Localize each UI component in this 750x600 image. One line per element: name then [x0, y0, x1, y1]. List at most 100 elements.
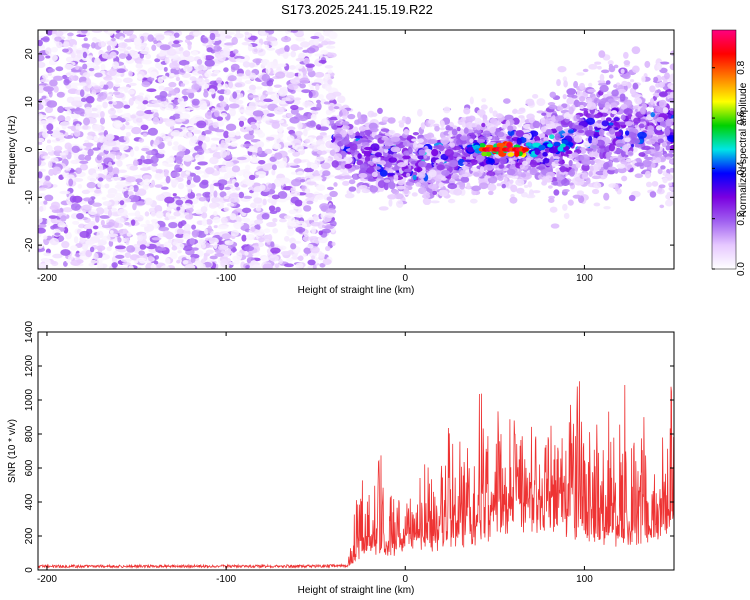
spectrogram-cell [68, 75, 75, 82]
spectrogram-cell [155, 194, 165, 202]
spectrogram-cell [440, 176, 447, 181]
spectrogram-cell [327, 69, 333, 74]
spectrogram-cell [331, 241, 336, 247]
spectrogram-cell [411, 192, 418, 197]
spectrogram-cell [183, 223, 192, 232]
spectrogram-cell [213, 110, 220, 118]
spectrogram-cell [57, 222, 66, 228]
spectrogram-cell [412, 131, 420, 136]
spectrogram-cell [165, 97, 175, 101]
spectrogram-cell [135, 63, 143, 69]
spectrogram-cell [634, 173, 643, 179]
spectrogram-cell [319, 263, 326, 268]
spectrogram-cell [38, 39, 43, 47]
spectrogram-cell [79, 230, 90, 239]
spectrogram-cell [229, 261, 236, 266]
spectrogram-cell [290, 171, 297, 175]
spectrogram-cell [574, 125, 585, 130]
spectrogram-cell [209, 187, 214, 195]
spectrogram-cell [38, 114, 49, 119]
spectrogram-cell [373, 166, 381, 170]
spectrogram-cell [269, 39, 278, 47]
spectrogram-cell [269, 210, 278, 214]
spectrogram-cell [631, 46, 641, 55]
spectrogram-cell [608, 127, 616, 135]
spectrogram-cell [170, 251, 178, 260]
spectrogram-cell [344, 193, 355, 199]
spectrogram-cell [41, 95, 47, 99]
spectrogram-cell [324, 225, 335, 230]
spectrogram-cell [516, 187, 525, 194]
spectrogram-cell [277, 191, 288, 199]
spectrogram-cell [55, 30, 64, 37]
spectrogram-cell [226, 161, 234, 167]
spectrogram-cell [288, 162, 299, 166]
spectrogram-cell [438, 145, 445, 151]
spectrogram-cell [38, 120, 49, 126]
spectrogram-cell [108, 91, 115, 96]
spectrogram-cell [579, 104, 585, 110]
spectrogram-cell [96, 230, 104, 239]
spectrogram-cell [158, 226, 170, 232]
spectrogram-cell [443, 106, 451, 114]
spectrogram-cell [208, 202, 218, 209]
spectrogram-cell [314, 71, 325, 78]
spectrogram-cell [665, 156, 672, 160]
spectrogram-cell [236, 156, 247, 161]
spectrogram-cell [144, 197, 153, 206]
spectrogram-cell [670, 50, 674, 57]
spectrogram-cell [142, 100, 149, 105]
spectrogram-cell [302, 253, 307, 257]
spectrogram-cell [614, 168, 619, 174]
spectrogram-cell [519, 164, 526, 169]
spectrogram-cell [544, 118, 551, 125]
spectrogram-cell [488, 190, 494, 196]
spectrogram-cell [69, 82, 81, 86]
spectrogram-cell [123, 30, 134, 35]
spectrogram-cell [97, 239, 107, 246]
spectrogram-cell [668, 182, 673, 187]
spectrogram-cell [213, 190, 218, 198]
spectrogram-cell [136, 110, 145, 117]
spectrogram-cell [201, 37, 209, 44]
spectrogram-cell [213, 165, 219, 169]
spectrogram-cell [625, 158, 632, 163]
spectrogram-cell [102, 101, 108, 109]
spectrogram-cell [145, 150, 156, 156]
spectrogram-cell [420, 181, 429, 189]
spectrogram-cell [231, 165, 241, 173]
spectrogram-cell [305, 197, 315, 203]
spectrogram-cell [466, 182, 471, 190]
spectrogram-cell [124, 252, 131, 259]
spectrogram-cell [49, 205, 59, 211]
spectrogram-cell [197, 161, 208, 166]
spectrogram-cell [102, 201, 112, 206]
spectrogram-cell [552, 156, 560, 160]
spectrogram-cell [302, 143, 308, 147]
spectrogram-cell [469, 198, 478, 204]
spectrogram-cell [591, 137, 599, 146]
spectrogram-cell [358, 139, 368, 143]
spectrogram-cell [411, 154, 418, 160]
spectrogram-cell [242, 217, 251, 223]
spectrogram-cell [133, 243, 140, 248]
spectrogram-cell [248, 174, 256, 181]
spectrogram-cell [322, 137, 328, 142]
spectrogram-cell [463, 159, 472, 163]
spectrogram-cell [244, 55, 249, 62]
spectrogram-cell [129, 82, 137, 86]
spectrogram-cell [83, 37, 88, 42]
spectrogram-cell [43, 235, 48, 240]
spectrogram-cell [204, 129, 212, 135]
spectrogram-cell [210, 30, 217, 34]
spectrogram-cell [101, 196, 107, 200]
spectrogram-cell [665, 193, 674, 200]
spectrogram-cell [397, 162, 407, 168]
spectrogram-cell [253, 185, 264, 193]
spectrogram-cell [532, 93, 539, 99]
spectrogram-cell [532, 190, 541, 194]
spectrogram-cell [116, 68, 126, 74]
spectrogram-cell [567, 199, 574, 206]
spectrogram-cell [582, 68, 589, 73]
spectrogram-cell [268, 86, 273, 92]
